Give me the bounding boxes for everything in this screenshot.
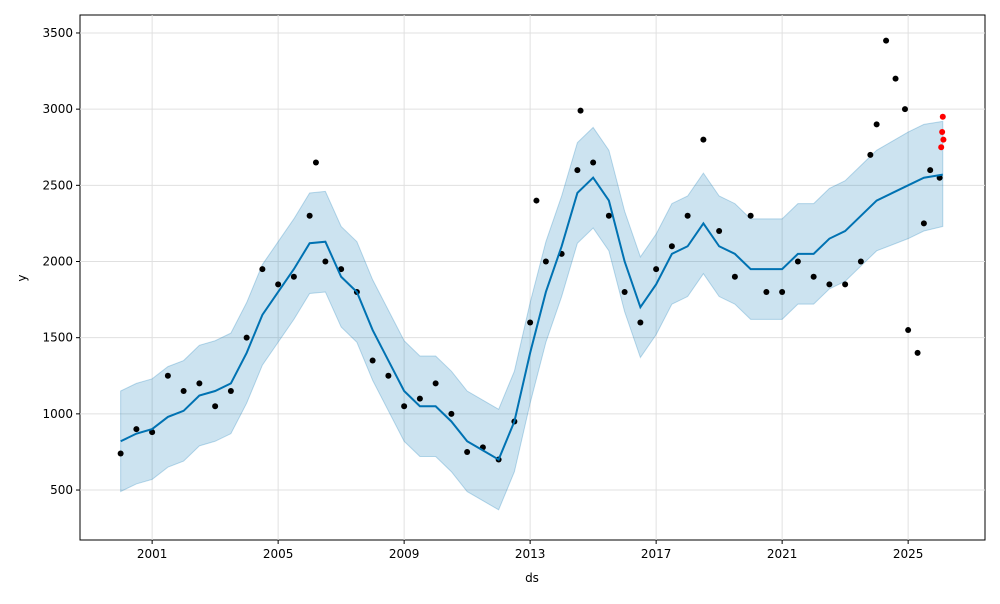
observed-point	[905, 327, 912, 334]
observed-point	[290, 273, 297, 280]
observed-point	[668, 243, 675, 250]
observed-point	[590, 159, 597, 166]
observed-point	[731, 273, 738, 280]
observed-point	[117, 450, 124, 457]
observed-point	[684, 212, 691, 219]
observed-point	[243, 334, 250, 341]
y-tick-label: 3000	[42, 102, 73, 116]
x-tick-label: 2021	[767, 547, 798, 561]
future-point	[939, 113, 946, 120]
observed-point	[432, 380, 439, 387]
observed-point	[196, 380, 203, 387]
observed-point	[164, 372, 171, 379]
observed-point	[901, 106, 908, 113]
future-point	[940, 136, 947, 143]
observed-point	[873, 121, 880, 128]
y-tick-label: 1000	[42, 407, 73, 421]
observed-point	[527, 319, 534, 326]
observed-point	[401, 403, 408, 410]
observed-point	[259, 266, 266, 273]
observed-point	[369, 357, 376, 364]
observed-point	[306, 212, 313, 219]
observed-point	[883, 37, 890, 44]
observed-point	[385, 372, 392, 379]
y-tick-label: 1500	[42, 331, 73, 345]
y-tick-label: 2000	[42, 255, 73, 269]
observed-point	[227, 388, 234, 395]
observed-point	[338, 266, 345, 273]
observed-point	[275, 281, 282, 288]
observed-point	[448, 410, 455, 417]
observed-point	[826, 281, 833, 288]
future-point	[938, 144, 945, 151]
observed-point	[416, 395, 423, 402]
observed-point	[653, 266, 660, 273]
observed-point	[914, 349, 921, 356]
x-tick-label: 2025	[893, 547, 924, 561]
observed-point	[700, 136, 707, 143]
plot-frame	[79, 14, 986, 541]
observed-point	[892, 75, 899, 82]
x-axis-label: ds	[525, 571, 539, 585]
observed-point	[312, 159, 319, 166]
x-tick-label: 2013	[515, 547, 546, 561]
observed-point	[621, 288, 628, 295]
uncertainty-band	[120, 120, 944, 511]
observed-point	[212, 403, 219, 410]
observed-point	[133, 426, 140, 433]
observed-point	[605, 212, 612, 219]
observed-point	[857, 258, 864, 265]
y-tick-label: 500	[50, 483, 73, 497]
observed-point	[149, 429, 156, 436]
x-tick-label: 2017	[641, 547, 672, 561]
forecast-line	[120, 173, 943, 461]
y-tick-label: 3500	[42, 26, 73, 40]
observed-point	[927, 167, 934, 174]
observed-point	[763, 288, 770, 295]
observed-point	[794, 258, 801, 265]
observed-point	[920, 220, 927, 227]
y-tick-label: 2500	[42, 178, 73, 192]
observed-point	[577, 107, 584, 114]
x-tick-label: 2001	[137, 547, 168, 561]
future-point	[939, 129, 946, 136]
observed-point	[322, 258, 329, 265]
observed-point	[747, 212, 754, 219]
observed-point	[842, 281, 849, 288]
observed-point	[180, 388, 187, 395]
observed-point	[637, 319, 644, 326]
observed-point	[716, 228, 723, 235]
observed-point	[464, 448, 471, 455]
observed-point	[542, 258, 549, 265]
y-axis-label: y	[15, 274, 29, 281]
observed-point	[574, 167, 581, 174]
observed-point	[810, 273, 817, 280]
x-tick-label: 2009	[389, 547, 420, 561]
observed-point	[867, 151, 874, 158]
observed-point	[779, 288, 786, 295]
x-tick-label: 2005	[263, 547, 294, 561]
observed-point	[533, 197, 540, 204]
